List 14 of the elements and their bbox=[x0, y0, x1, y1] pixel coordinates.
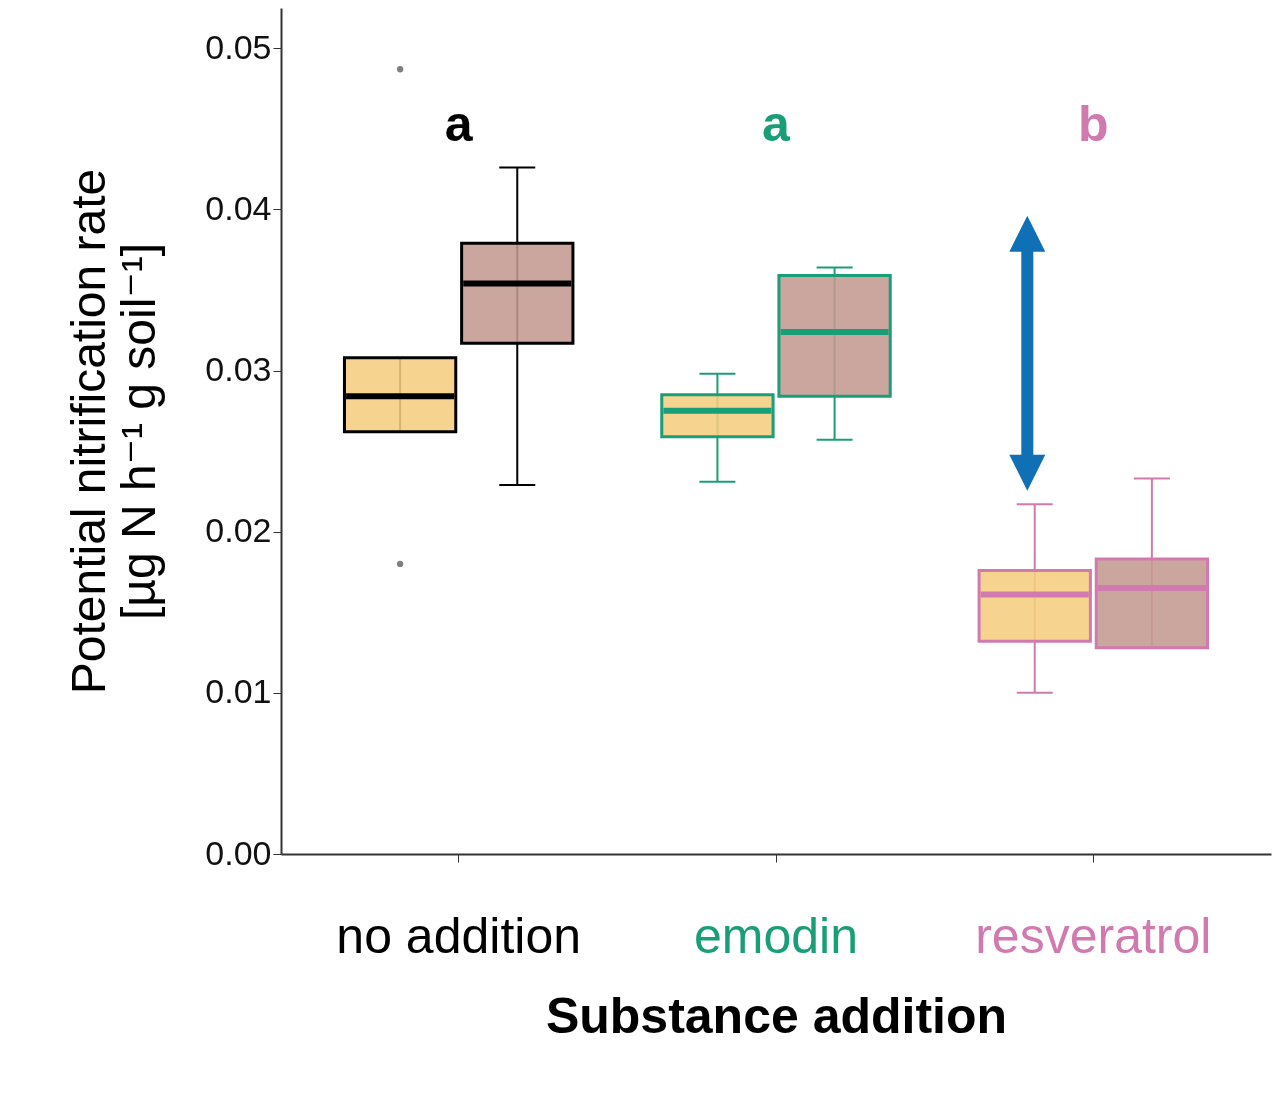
y-tick-label: 0.00 bbox=[205, 833, 272, 872]
annotation: a bbox=[444, 96, 474, 153]
y-tick-label: 0.04 bbox=[205, 188, 272, 227]
annotation: a bbox=[762, 96, 792, 153]
annotation: b bbox=[1078, 96, 1109, 153]
y-tick-label: 0.05 bbox=[205, 27, 272, 66]
x-tick-label: resveratrol bbox=[975, 907, 1212, 964]
y-axis-title: Potential nitrification rate [µg N h⁻¹ g soil⁻¹] bbox=[62, 168, 166, 695]
y-tick-label: 0.01 bbox=[205, 672, 272, 711]
x-tick-label: emodin bbox=[694, 907, 858, 964]
x-axis-title: Substance addition bbox=[545, 987, 1008, 1044]
y-tick-label: 0.03 bbox=[205, 350, 272, 389]
y-tick-label: 0.02 bbox=[205, 511, 272, 550]
x-tick-label: no addition bbox=[336, 907, 582, 964]
